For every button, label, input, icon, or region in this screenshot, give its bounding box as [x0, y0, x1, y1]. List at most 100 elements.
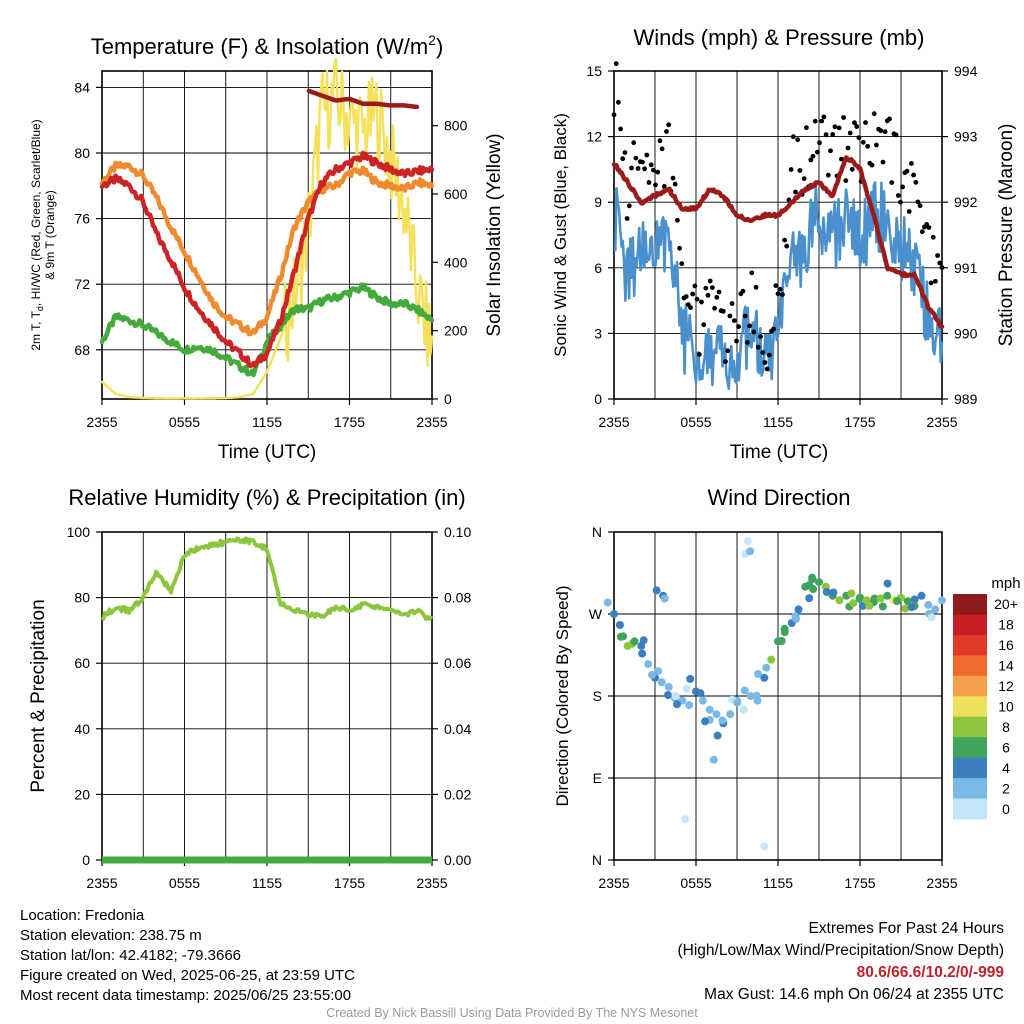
- temperature-y2tick-label: 800: [444, 118, 468, 134]
- direction-ytick-label: N: [592, 852, 602, 868]
- gust-point: [703, 285, 709, 291]
- colorbar-label: 12: [998, 678, 1014, 694]
- colorbar-label: 16: [998, 637, 1014, 653]
- humidity-y2tick-label: 0.06: [444, 655, 471, 671]
- gust-point: [900, 184, 905, 190]
- direction-point: [809, 585, 818, 593]
- series-line-hi: [306, 88, 420, 110]
- gust-point: [648, 162, 654, 168]
- gust-point: [699, 299, 704, 305]
- gust-point: [812, 118, 818, 124]
- colorbar-swatch: [953, 798, 987, 820]
- direction-point: [777, 637, 786, 645]
- gust-point: [815, 149, 820, 155]
- gust-point: [880, 159, 886, 165]
- gust-point: [670, 175, 676, 181]
- direction-xtick-label: 2355: [926, 875, 957, 891]
- gust-point: [696, 352, 702, 357]
- humidity-y2tick-label: 0.08: [444, 590, 471, 606]
- gust-point: [664, 129, 669, 134]
- colorbar-label: 4: [1002, 760, 1010, 776]
- gust-point: [797, 168, 803, 173]
- credit-line: Created By Nick Bassill Using Data Provi…: [326, 1006, 698, 1020]
- winds-y2tick-label: 991: [954, 260, 978, 276]
- gust-point: [742, 313, 748, 319]
- gust-point: [839, 156, 844, 162]
- direction-point: [762, 663, 771, 672]
- humidity-xtick-label: 0555: [169, 875, 200, 891]
- gust-point: [823, 132, 829, 138]
- station-location: Location: Fredonia: [20, 907, 145, 924]
- gust-point: [631, 140, 637, 146]
- direction-xtick-label: 1155: [763, 875, 793, 891]
- direction-point: [822, 588, 831, 596]
- gust-point: [762, 360, 768, 365]
- gust-point: [865, 143, 871, 149]
- gust-point: [758, 334, 763, 339]
- winds-ylabel-left: Sonic Wind & Gust (Blue, Black): [551, 113, 570, 357]
- gust-point: [720, 308, 726, 314]
- gust-point: [642, 166, 647, 172]
- direction-point: [931, 605, 940, 614]
- gust-point: [909, 161, 914, 166]
- direction-xtick-label: 0555: [680, 875, 711, 891]
- gust-point: [714, 294, 720, 300]
- gust-point: [727, 313, 733, 319]
- gust-point: [810, 153, 816, 159]
- direction-point: [835, 596, 844, 605]
- winds-ytick-label: 6: [594, 260, 602, 276]
- direction-point: [696, 689, 705, 698]
- gust-point: [753, 284, 759, 290]
- winds-ytick-label: 12: [586, 129, 602, 145]
- colorbar-swatch: [953, 778, 987, 800]
- gust-point: [828, 148, 833, 154]
- gust-point: [729, 301, 735, 306]
- winds-ytick-label: 9: [594, 194, 602, 210]
- direction-point: [754, 670, 762, 678]
- gust-point: [683, 294, 689, 299]
- gust-point: [893, 132, 899, 138]
- direction-point: [681, 815, 690, 823]
- humidity-ytick-label: 0: [82, 852, 90, 868]
- gust-point: [613, 61, 619, 67]
- gust-point: [620, 156, 626, 162]
- humidity-panel: Relative Humidity (%) & Precipitation (i…: [28, 485, 471, 891]
- temperature-ytick-label: 84: [74, 79, 90, 95]
- gust-point: [832, 124, 838, 130]
- gust-point: [773, 283, 779, 288]
- direction-point: [938, 596, 946, 605]
- extremes-values: 80.6/66.6/10.2/0/-999: [856, 964, 1004, 981]
- humidity-xtick-label: 1155: [252, 875, 282, 891]
- direction-point: [654, 667, 663, 676]
- winds-y2tick-label: 993: [954, 129, 978, 145]
- gust-point: [817, 140, 822, 146]
- gust-point: [933, 278, 938, 284]
- temperature-xtick-label: 1755: [334, 414, 365, 430]
- gust-point: [836, 125, 842, 131]
- direction-point: [903, 597, 912, 606]
- direction-point: [657, 678, 666, 687]
- gust-point: [633, 155, 639, 161]
- gust-point: [854, 124, 860, 129]
- humidity-ytick-label: 40: [74, 721, 90, 737]
- gust-point: [790, 134, 796, 140]
- direction-ytick-label: S: [593, 688, 602, 704]
- humidity-ytick-label: 20: [74, 786, 90, 802]
- extremes-info: Extremes For Past 24 Hours (High/Low/Max…: [678, 918, 1005, 1006]
- direction-point: [733, 698, 742, 707]
- direction-point: [705, 705, 714, 714]
- gust-point: [830, 132, 836, 137]
- gust-point: [930, 234, 936, 240]
- gust-point: [869, 162, 875, 168]
- direction-point: [760, 673, 769, 682]
- extremes-title: Extremes For Past 24 Hours: [808, 920, 1004, 937]
- gust-point: [655, 169, 661, 175]
- humidity-ylabel-left: Percent & Precipitation: [28, 599, 49, 792]
- station-latlon: Station lat/lon: 42.4182; -79.3666: [20, 947, 242, 964]
- series-line-2m-td: [99, 282, 435, 378]
- station-info: Location: Fredonia Station elevation: 23…: [20, 906, 355, 1006]
- direction-point: [639, 636, 648, 645]
- temperature-y2tick-label: 200: [444, 323, 468, 339]
- temperature-ytick-label: 80: [74, 145, 90, 161]
- colorbar-label: 2: [1002, 780, 1010, 796]
